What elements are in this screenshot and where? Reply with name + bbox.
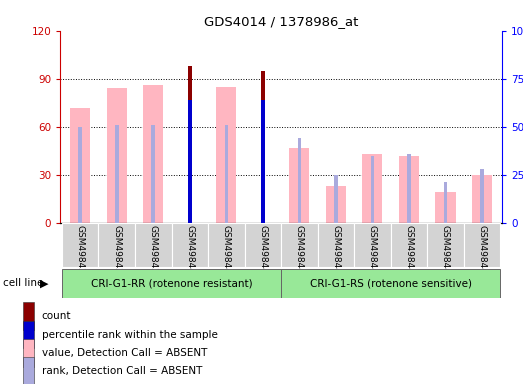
Bar <box>480 169 484 223</box>
Text: ▶: ▶ <box>40 278 49 288</box>
Bar <box>62 269 281 298</box>
Bar <box>354 223 391 267</box>
Text: value, Detection Call = ABSENT: value, Detection Call = ABSENT <box>41 348 207 358</box>
Text: GSM498449: GSM498449 <box>477 225 486 280</box>
Text: percentile rank within the sample: percentile rank within the sample <box>41 329 218 339</box>
Text: GSM498448: GSM498448 <box>441 225 450 280</box>
Bar <box>208 223 245 267</box>
Bar <box>464 223 501 267</box>
Text: GSM498442: GSM498442 <box>222 225 231 280</box>
Bar <box>172 223 208 267</box>
Bar <box>281 269 501 298</box>
Bar <box>371 156 374 223</box>
Text: GSM498444: GSM498444 <box>295 225 304 280</box>
Bar <box>391 223 427 267</box>
Bar <box>24 303 34 330</box>
Bar <box>362 154 382 223</box>
Bar <box>261 71 265 223</box>
Bar <box>399 156 419 223</box>
Bar <box>261 100 265 223</box>
Bar <box>281 223 317 267</box>
Bar <box>70 108 90 223</box>
Text: rank, Detection Call = ABSENT: rank, Detection Call = ABSENT <box>41 366 202 376</box>
Bar <box>78 127 82 223</box>
Bar <box>224 125 228 223</box>
Text: GSM498447: GSM498447 <box>404 225 414 280</box>
Text: CRI-G1-RS (rotenone sensitive): CRI-G1-RS (rotenone sensitive) <box>310 278 472 288</box>
Text: GSM498428: GSM498428 <box>149 225 158 280</box>
Bar <box>427 223 464 267</box>
Bar <box>24 321 34 348</box>
Bar <box>24 339 34 367</box>
Bar <box>472 175 492 223</box>
Bar <box>289 147 310 223</box>
Bar <box>444 182 447 223</box>
Bar <box>135 223 172 267</box>
Bar <box>334 175 338 223</box>
Bar <box>143 85 163 223</box>
Text: GSM498446: GSM498446 <box>368 225 377 280</box>
Bar <box>98 223 135 267</box>
Bar <box>245 223 281 267</box>
Bar <box>107 88 127 223</box>
Bar <box>188 66 191 223</box>
Text: CRI-G1-RR (rotenone resistant): CRI-G1-RR (rotenone resistant) <box>90 278 253 288</box>
Bar <box>326 186 346 223</box>
Bar <box>298 138 301 223</box>
Bar <box>24 357 34 384</box>
Bar <box>436 192 456 223</box>
Title: GDS4014 / 1378986_at: GDS4014 / 1378986_at <box>204 15 358 28</box>
Bar <box>217 87 236 223</box>
Bar <box>407 154 411 223</box>
Text: cell line: cell line <box>3 278 43 288</box>
Text: count: count <box>41 311 71 321</box>
Bar <box>188 100 191 223</box>
Text: GSM498441: GSM498441 <box>185 225 195 280</box>
Text: GSM498426: GSM498426 <box>76 225 85 280</box>
Text: GSM498443: GSM498443 <box>258 225 267 280</box>
Bar <box>115 125 119 223</box>
Bar <box>152 125 155 223</box>
Text: GSM498445: GSM498445 <box>332 225 340 280</box>
Text: GSM498427: GSM498427 <box>112 225 121 280</box>
Bar <box>317 223 354 267</box>
Bar <box>62 223 98 267</box>
